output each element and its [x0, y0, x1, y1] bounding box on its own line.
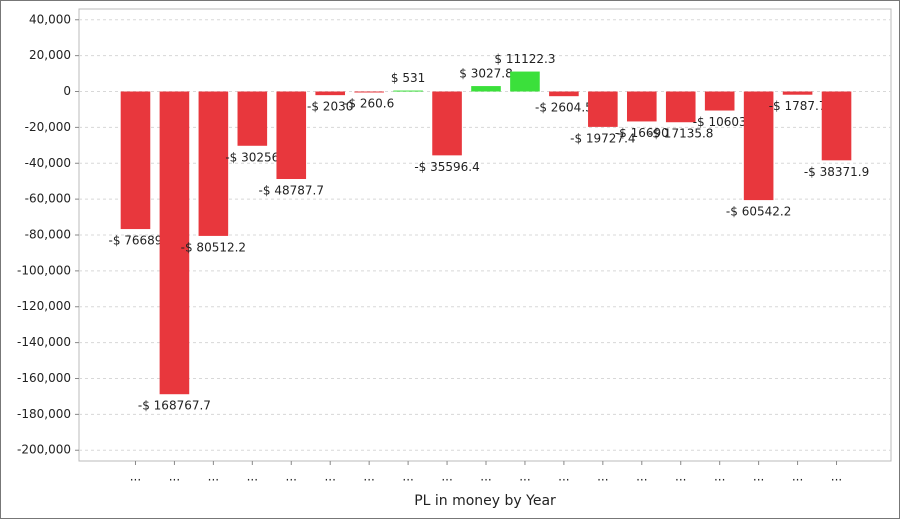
- x-tick-label: ...: [831, 470, 842, 484]
- x-tick-label: ...: [324, 470, 335, 484]
- x-tick-label: ...: [558, 470, 569, 484]
- y-tick-label: -140,000: [17, 335, 71, 349]
- x-tick-label: ...: [714, 470, 725, 484]
- bar: [782, 91, 813, 95]
- data-label: $ 11122.3: [494, 52, 555, 66]
- x-tick-label: ...: [519, 470, 530, 484]
- y-tick-label: 0: [63, 84, 71, 98]
- data-label: $ 3027.8: [459, 67, 512, 81]
- bar: [704, 91, 735, 111]
- bar: [588, 91, 618, 127]
- x-tick-label: ...: [363, 470, 374, 484]
- x-tick-label: ...: [130, 470, 141, 484]
- bar: [315, 91, 346, 96]
- y-tick-label: -60,000: [25, 192, 71, 206]
- bar: [549, 91, 579, 97]
- y-tick-label: -80,000: [25, 228, 71, 242]
- y-tick-label: -20,000: [25, 120, 71, 134]
- y-tick-label: -200,000: [17, 443, 71, 457]
- bar: [432, 91, 462, 156]
- y-tick-label: -160,000: [17, 371, 71, 385]
- data-label: -$ 16690: [615, 126, 669, 140]
- data-label: -$ 260.6: [344, 96, 394, 110]
- data-label: -$ 2604.5: [535, 101, 593, 115]
- x-tick-label: ...: [480, 470, 491, 484]
- bar: [821, 91, 852, 161]
- y-tick-label: -40,000: [25, 156, 71, 170]
- bar: [354, 91, 384, 93]
- data-label: $ 531: [391, 71, 425, 85]
- y-tick-label: -100,000: [17, 263, 71, 277]
- bar: [471, 86, 501, 92]
- data-label: -$ 76689: [108, 234, 162, 248]
- x-tick-label: ...: [208, 470, 219, 484]
- x-tick-label: ...: [597, 470, 608, 484]
- x-tick-label: ...: [441, 470, 452, 484]
- data-label: -$ 2030: [307, 100, 353, 114]
- bar: [626, 91, 657, 122]
- x-axis-title: PL in money by Year: [414, 493, 556, 509]
- data-label: -$ 48787.7: [259, 184, 324, 198]
- data-label: -$ 80512.2: [181, 240, 246, 254]
- data-label: -$ 35596.4: [414, 160, 479, 174]
- data-label: -$ 168767.7: [138, 399, 211, 413]
- y-tick-label: 20,000: [29, 48, 71, 62]
- bar: [120, 91, 151, 230]
- x-tick-label: ...: [169, 470, 180, 484]
- bar: [743, 91, 774, 201]
- x-tick-label: ...: [792, 470, 803, 484]
- bar: [510, 71, 540, 92]
- bar: [159, 91, 190, 395]
- bar: [237, 91, 268, 146]
- data-label: -$ 60542.2: [726, 205, 791, 219]
- data-label: -$ 17135.8: [648, 127, 713, 141]
- bar: [276, 91, 307, 180]
- data-label: -$ 19727.4: [570, 131, 635, 145]
- x-tick-label: ...: [675, 470, 686, 484]
- data-label: -$ 30256: [225, 150, 279, 164]
- bar: [198, 91, 229, 236]
- data-label: -$ 38371.9: [804, 165, 869, 179]
- x-tick-label: ...: [247, 470, 258, 484]
- data-label: -$ 1787.7: [769, 99, 827, 113]
- y-tick-label: -180,000: [17, 407, 71, 421]
- y-tick-label: 40,000: [29, 12, 71, 26]
- data-label: -$ 10603: [693, 115, 747, 129]
- x-tick-label: ...: [753, 470, 764, 484]
- x-tick-label: ...: [636, 470, 647, 484]
- x-tick-label: ...: [286, 470, 297, 484]
- bar: [393, 90, 423, 92]
- x-tick-label: ...: [402, 470, 413, 484]
- bar: [665, 91, 696, 123]
- y-tick-label: -120,000: [17, 299, 71, 313]
